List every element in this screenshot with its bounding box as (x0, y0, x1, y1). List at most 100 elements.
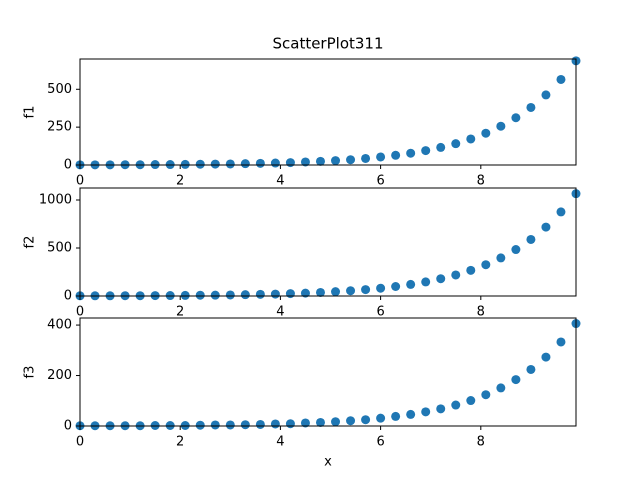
x-tick-label: 8 (477, 435, 485, 450)
x-tick-label: 2 (176, 435, 184, 450)
scatter-point (285, 419, 295, 429)
y-tick-label: 250 (47, 120, 72, 135)
scatter-point (451, 139, 461, 149)
scatter-point (255, 289, 265, 299)
x-tick-label: 4 (276, 174, 284, 189)
scatter-point (195, 420, 205, 430)
scatter-point (481, 260, 491, 270)
scatter-point (406, 279, 416, 289)
scatter-point (240, 159, 250, 169)
scatter-point (406, 148, 416, 158)
scatter-point (150, 420, 160, 430)
scatter-point (361, 285, 371, 295)
x-tick-label: 6 (376, 174, 384, 189)
scatter-point (391, 150, 401, 160)
scatter-point (180, 290, 190, 300)
scatter-point (376, 152, 386, 162)
x-tick-label: 8 (477, 174, 485, 189)
scatter-point (391, 281, 401, 291)
x-tick-label: 4 (276, 435, 284, 450)
scatter-point (165, 420, 175, 430)
scatter-point (466, 396, 476, 406)
scatter-point (240, 420, 250, 430)
scatter-point (436, 274, 446, 284)
axes-frame (79, 58, 577, 166)
scatter-point (225, 420, 235, 430)
scatter-point (511, 375, 521, 385)
x-tick-label: 6 (376, 435, 384, 450)
scatter-point (391, 411, 401, 421)
scatter-point (541, 352, 551, 362)
scatter-point (195, 290, 205, 300)
scatter-point (315, 417, 325, 427)
scatter-point (436, 404, 446, 414)
scatter-point (526, 234, 536, 244)
scatter-point (376, 413, 386, 423)
scatter-point (240, 290, 250, 300)
scatter-point (270, 158, 280, 168)
scatter-point (496, 121, 506, 131)
scatter-point (376, 283, 386, 293)
x-tick-label: 2 (176, 174, 184, 189)
y-axis-label: f3 (23, 366, 38, 379)
scatter-point (300, 288, 310, 298)
scatter-point (406, 409, 416, 419)
x-tick-label: 6 (376, 305, 384, 320)
scatter-point (346, 416, 356, 426)
axes-frame (79, 317, 577, 427)
scatter-point (421, 277, 431, 287)
scatter-point (300, 157, 310, 167)
scatter-point (421, 146, 431, 156)
y-axis-label: f1 (23, 106, 38, 119)
scatter-point (285, 289, 295, 299)
y-tick-label: 0 (64, 289, 72, 304)
x-tick-label: 2 (176, 305, 184, 320)
y-tick-label: 500 (47, 82, 72, 97)
y-tick-label: 1000 (39, 193, 72, 208)
scatter-point (225, 290, 235, 300)
x-tick-label: 0 (76, 174, 84, 189)
scatter-point (526, 364, 536, 374)
x-tick-label: 0 (76, 305, 84, 320)
scatter-point (195, 159, 205, 169)
scatter-point (180, 420, 190, 430)
scatter-point (451, 270, 461, 280)
scatter-point (466, 134, 476, 144)
scatter-point (361, 415, 371, 425)
scatter-point (210, 290, 220, 300)
x-tick-label: 4 (276, 305, 284, 320)
scatter-point (331, 417, 341, 427)
scatter-point (556, 337, 566, 347)
scatter-point (436, 142, 446, 152)
scatter-point (481, 128, 491, 138)
scatter-point (451, 400, 461, 410)
axes-frame (79, 187, 577, 297)
scatter-point (346, 155, 356, 165)
scatter-point (331, 287, 341, 297)
x-tick-label: 8 (477, 305, 485, 320)
scatter-point (346, 286, 356, 296)
scatter-point (285, 158, 295, 168)
y-axis-label: f2 (23, 236, 38, 249)
scatter-point (270, 419, 280, 429)
scatter-point (210, 159, 220, 169)
x-axis-label: x (324, 455, 332, 470)
scatter-point (255, 419, 265, 429)
scatter-point (270, 289, 280, 299)
scatter-point (496, 383, 506, 393)
y-tick-label: 0 (64, 419, 72, 434)
scatter-point (180, 159, 190, 169)
scatter-point (225, 159, 235, 169)
scatter-point (511, 113, 521, 123)
scatter-point (315, 156, 325, 166)
scatter-point (511, 245, 521, 255)
scatter-point (541, 90, 551, 100)
scatter-point (361, 153, 371, 163)
scatter-point (541, 222, 551, 232)
y-tick-label: 0 (64, 158, 72, 173)
scatter-point (556, 74, 566, 84)
x-tick-label: 0 (76, 435, 84, 450)
scatter-point (526, 102, 536, 112)
scatter-point (421, 407, 431, 417)
